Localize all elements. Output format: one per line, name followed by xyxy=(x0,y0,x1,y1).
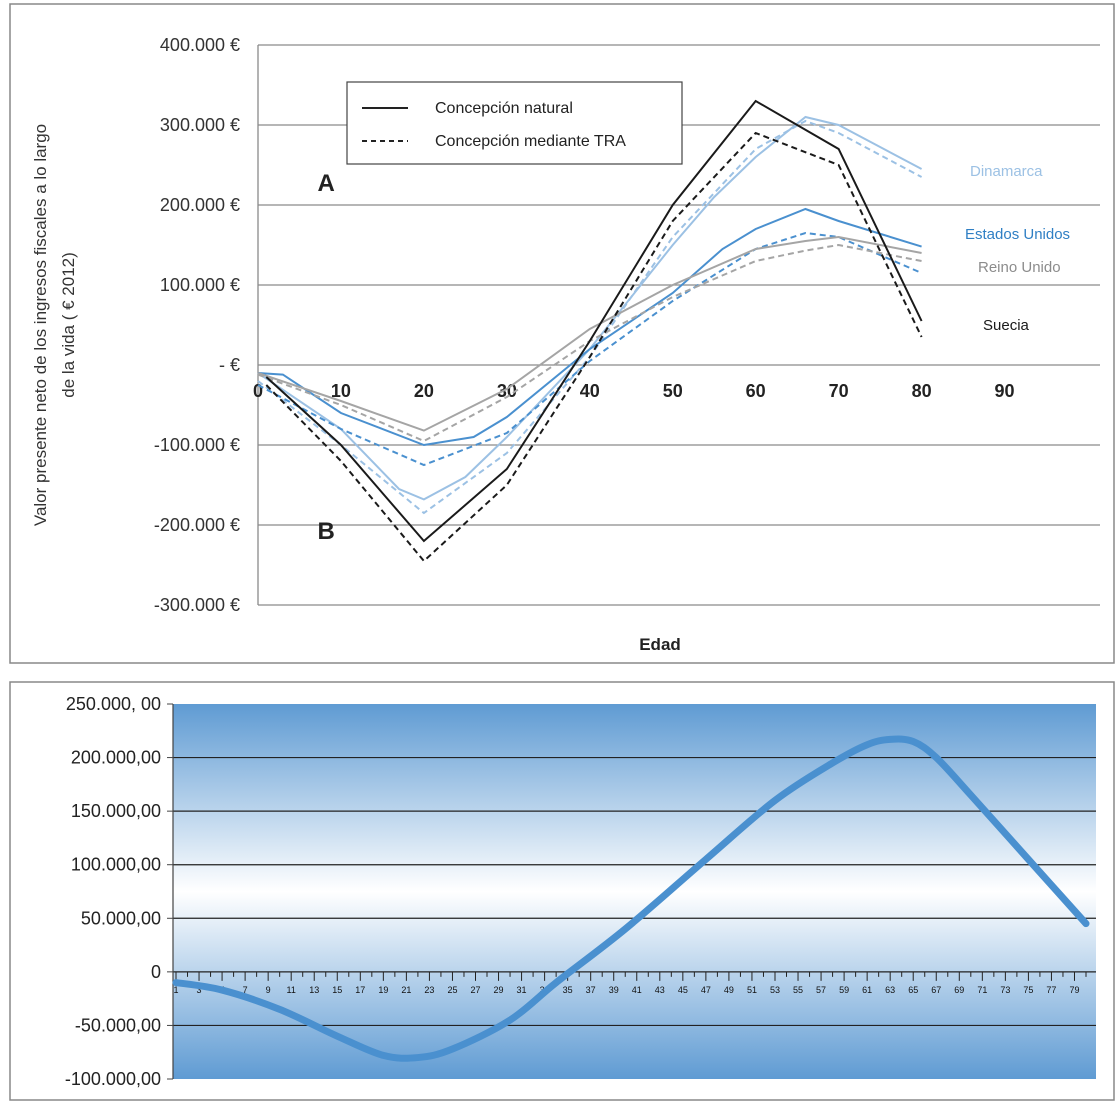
bottom-chart: 250.000, 00200.000,00150.000,00100.000,0… xyxy=(65,694,1096,1089)
bottom-y-tick-label: 250.000, 00 xyxy=(66,694,161,714)
bottom-x-tick-label: 77 xyxy=(1046,985,1056,995)
bottom-x-tick-label: 37 xyxy=(586,985,596,995)
bottom-x-tick-label: 25 xyxy=(447,985,457,995)
bottom-x-tick-label: 67 xyxy=(931,985,941,995)
top-x-tick-label: 10 xyxy=(331,381,351,401)
bottom-x-tick-label: 29 xyxy=(494,985,504,995)
top-x-tick-label: 50 xyxy=(663,381,683,401)
top-series-line xyxy=(257,231,922,467)
bottom-x-tick-label: 1 xyxy=(173,985,178,995)
top-annotation-label: A xyxy=(317,170,334,197)
bottom-x-tick-label: 57 xyxy=(816,985,826,995)
top-series-line xyxy=(257,243,922,443)
top-series-line xyxy=(257,119,923,515)
bottom-x-tick-label: 65 xyxy=(908,985,918,995)
bottom-x-tick-label: 35 xyxy=(563,985,573,995)
bottom-x-tick-label: 45 xyxy=(678,985,688,995)
legend-box xyxy=(346,81,683,165)
top-y-tick-label: 100.000 € xyxy=(160,275,240,295)
top-chart: 400.000 € 300.000 € 200.000 € 100.000 € - € -… xyxy=(31,35,1100,654)
top-series-label: Dinamarca xyxy=(970,163,1043,180)
top-y-tick-label: -100.000 € xyxy=(154,435,240,455)
bottom-y-tick-label: 50.000,00 xyxy=(81,908,161,928)
bottom-x-tick-label: 31 xyxy=(517,985,527,995)
bottom-x-tick-label: 11 xyxy=(287,985,296,995)
bottom-x-tick-label: 19 xyxy=(378,985,388,995)
bottom-x-tick-label: 47 xyxy=(701,985,711,995)
legend-label: Concepción natural xyxy=(435,100,573,117)
bottom-y-tick-label: 0 xyxy=(151,962,161,982)
top-legend: Concepción natural Concepción mediante TR… xyxy=(346,81,683,165)
top-x-tick-label: 60 xyxy=(746,381,766,401)
top-series-label: Reino Unido xyxy=(978,259,1061,276)
bottom-x-tick-label: 9 xyxy=(266,985,271,995)
bottom-x-tick-label: 3 xyxy=(197,985,202,995)
top-series-line xyxy=(265,99,923,543)
bottom-x-tick-label: 69 xyxy=(954,985,964,995)
top-y-axis-label-line1: Valor presente neto de los ingresos fisc… xyxy=(31,124,50,526)
bottom-y-tick-label: -100.000,00 xyxy=(65,1069,161,1089)
bottom-x-tick-label: 59 xyxy=(839,985,849,995)
bottom-x-tick-label: 17 xyxy=(355,985,365,995)
bottom-x-tick-label: 21 xyxy=(401,985,411,995)
top-x-tick-label: 40 xyxy=(580,381,600,401)
top-x-tick-label: 70 xyxy=(829,381,849,401)
legend-label: Concepción mediante TRA xyxy=(435,133,626,150)
top-y-tick-label: -300.000 € xyxy=(154,595,240,615)
bottom-x-tick-label: 73 xyxy=(1000,985,1010,995)
bottom-x-tick-label: 55 xyxy=(793,985,803,995)
bottom-y-tick-label: 150.000,00 xyxy=(71,801,161,821)
bottom-series-line xyxy=(172,735,1090,1062)
top-x-axis-label: Edad xyxy=(639,635,681,654)
bottom-x-tick-label: 61 xyxy=(862,985,872,995)
bottom-x-tick-label: 13 xyxy=(309,985,319,995)
top-x-tick-label: 20 xyxy=(414,381,434,401)
bottom-x-tick-label: 71 xyxy=(977,985,987,995)
bottom-x-tick-label: 23 xyxy=(424,985,434,995)
top-annotation-label: B xyxy=(317,518,334,545)
bottom-x-tick-label: 75 xyxy=(1023,985,1033,995)
bottom-x-tick-label: 39 xyxy=(609,985,619,995)
top-x-tick-label: 90 xyxy=(995,381,1015,401)
top-y-tick-label: 200.000 € xyxy=(160,195,240,215)
top-y-tick-label: 400.000 € xyxy=(160,35,240,55)
top-y-tick-label: -200.000 € xyxy=(154,515,240,535)
top-x-tick-label: 80 xyxy=(912,381,932,401)
top-y-axis-label-line2: de la vida ( € 2012) xyxy=(59,252,78,398)
top-y-tick-label: - € xyxy=(219,355,240,375)
bottom-x-tick-label: 41 xyxy=(632,985,642,995)
bottom-x-tick-label: 43 xyxy=(655,985,665,995)
bottom-x-tick-label: 7 xyxy=(243,985,248,995)
top-series-line xyxy=(257,235,922,432)
top-series-line xyxy=(265,131,923,563)
bottom-y-tick-label: 200.000,00 xyxy=(71,748,161,768)
bottom-x-tick-label: 49 xyxy=(724,985,734,995)
bottom-y-tick-label: 100.000,00 xyxy=(71,855,161,875)
bottom-y-tick-label: -50.000,00 xyxy=(75,1015,161,1035)
bottom-x-tick-label: 53 xyxy=(770,985,780,995)
top-series-line xyxy=(257,207,922,447)
bottom-x-tick-label: 15 xyxy=(332,985,342,995)
top-series-label: Estados Unidos xyxy=(965,226,1070,243)
bottom-x-tick-label: 63 xyxy=(885,985,895,995)
bottom-x-tick-label: 27 xyxy=(470,985,480,995)
top-series-label: Suecia xyxy=(983,317,1030,334)
top-x-tick-label: 0 xyxy=(253,381,263,401)
bottom-x-tick-label: 79 xyxy=(1069,985,1079,995)
top-y-tick-label: 300.000 € xyxy=(160,115,240,135)
bottom-x-tick-label: 51 xyxy=(747,985,757,995)
